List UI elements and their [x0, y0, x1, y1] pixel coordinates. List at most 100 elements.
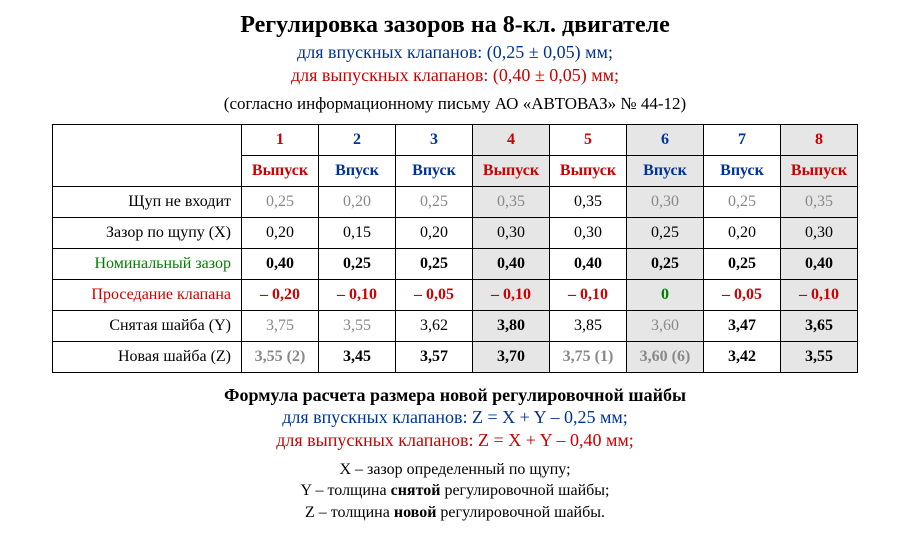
- col-number: 2: [319, 124, 396, 155]
- cell: 3,70: [473, 341, 550, 372]
- cell: 0,40: [781, 248, 858, 279]
- cell: 3,42: [704, 341, 781, 372]
- header-blank: [53, 124, 242, 155]
- cell: 3,47: [704, 310, 781, 341]
- cell: 3,75 (1): [550, 341, 627, 372]
- cell: 0,25: [396, 186, 473, 217]
- cell: 3,62: [396, 310, 473, 341]
- formula-title: Формула расчета размера новой регулирово…: [24, 385, 886, 406]
- col-type: Выпуск: [242, 155, 319, 186]
- cell: 0,15: [319, 217, 396, 248]
- table-body: 12345678ВыпускВпускВпускВыпускВыпускВпус…: [53, 124, 858, 372]
- def-y-post: регулировочной шайбы;: [440, 482, 609, 499]
- row-label: Новая шайба (Z): [53, 341, 242, 372]
- header-row-types: ВыпускВпускВпускВыпускВыпускВпускВпускВы…: [53, 155, 858, 186]
- def-z-bold: новой: [394, 504, 437, 521]
- col-type: Выпуск: [781, 155, 858, 186]
- cell: 0,30: [627, 186, 704, 217]
- header-row-numbers: 12345678: [53, 124, 858, 155]
- formula-intake: для впускных клапанов: Z = X + Y – 0,25 …: [24, 406, 886, 429]
- definitions: X – зазор определенный по щупу; Y – толщ…: [24, 459, 886, 524]
- col-number: 6: [627, 124, 704, 155]
- cell: – 0,10: [473, 279, 550, 310]
- cell: 0,40: [242, 248, 319, 279]
- cell: 3,60: [627, 310, 704, 341]
- source-note: (согласно информационному письму АО «АВТ…: [24, 94, 886, 114]
- cell: 3,55: [781, 341, 858, 372]
- col-number: 3: [396, 124, 473, 155]
- col-type: Выпуск: [550, 155, 627, 186]
- cell: 0,25: [396, 248, 473, 279]
- cell: – 0,05: [396, 279, 473, 310]
- cell: 3,55 (2): [242, 341, 319, 372]
- def-y-bold: снятой: [391, 482, 441, 499]
- cell: – 0,20: [242, 279, 319, 310]
- cell: 0,30: [550, 217, 627, 248]
- cell: 0,30: [781, 217, 858, 248]
- cell: – 0,10: [781, 279, 858, 310]
- cell: 0,35: [781, 186, 858, 217]
- table-row: Снятая шайба (Y)3,753,553,623,803,853,60…: [53, 310, 858, 341]
- table-row: Зазор по щупу (X)0,200,150,200,300,300,2…: [53, 217, 858, 248]
- row-label: Щуп не входит: [53, 186, 242, 217]
- cell: – 0,05: [704, 279, 781, 310]
- clearance-table: 12345678ВыпускВпускВпускВыпускВыпускВпус…: [52, 124, 858, 373]
- document-page: Регулировка зазоров на 8-кл. двигателе д…: [0, 0, 910, 540]
- col-number: 1: [242, 124, 319, 155]
- subtitle-exhaust: для выпускных клапанов: (0,40 ± 0,05) мм…: [24, 64, 886, 87]
- col-type: Впуск: [627, 155, 704, 186]
- def-y: Y – толщина снятой регулировочной шайбы;: [24, 480, 886, 502]
- cell: 0,20: [704, 217, 781, 248]
- row-label: Снятая шайба (Y): [53, 310, 242, 341]
- col-type: Впуск: [396, 155, 473, 186]
- table-row: Щуп не входит0,250,200,250,350,350,300,2…: [53, 186, 858, 217]
- row-label: Номинальный зазор: [53, 248, 242, 279]
- cell: 0,25: [319, 248, 396, 279]
- formula-exhaust: для выпускных клапанов: Z = X + Y – 0,40…: [24, 429, 886, 452]
- cell: 0: [627, 279, 704, 310]
- subtitle-intake: для впускных клапанов: (0,25 ± 0,05) мм;: [24, 41, 886, 64]
- col-number: 8: [781, 124, 858, 155]
- header-blank: [53, 155, 242, 186]
- col-number: 4: [473, 124, 550, 155]
- cell: 0,25: [704, 248, 781, 279]
- cell: 3,75: [242, 310, 319, 341]
- cell: 3,55: [319, 310, 396, 341]
- cell: 0,35: [473, 186, 550, 217]
- cell: 0,25: [242, 186, 319, 217]
- cell: 0,20: [319, 186, 396, 217]
- row-label: Проседание клапана: [53, 279, 242, 310]
- cell: 3,65: [781, 310, 858, 341]
- col-type: Впуск: [704, 155, 781, 186]
- table-row: Номинальный зазор0,400,250,250,400,400,2…: [53, 248, 858, 279]
- cell: 0,30: [473, 217, 550, 248]
- cell: 3,60 (6): [627, 341, 704, 372]
- cell: 3,85: [550, 310, 627, 341]
- def-z-pre: Z – толщина: [305, 504, 394, 521]
- col-number: 5: [550, 124, 627, 155]
- col-type: Впуск: [319, 155, 396, 186]
- cell: 0,25: [627, 217, 704, 248]
- def-z-post: регулировочной шайбы.: [436, 504, 605, 521]
- cell: 0,20: [396, 217, 473, 248]
- cell: 0,25: [704, 186, 781, 217]
- col-number: 7: [704, 124, 781, 155]
- page-title: Регулировка зазоров на 8-кл. двигателе: [24, 12, 886, 39]
- cell: – 0,10: [550, 279, 627, 310]
- def-y-pre: Y – толщина: [301, 482, 391, 499]
- cell: 0,40: [550, 248, 627, 279]
- cell: 3,45: [319, 341, 396, 372]
- col-type: Выпуск: [473, 155, 550, 186]
- cell: – 0,10: [319, 279, 396, 310]
- cell: 0,25: [627, 248, 704, 279]
- row-label: Зазор по щупу (X): [53, 217, 242, 248]
- def-z: Z – толщина новой регулировочной шайбы.: [24, 502, 886, 524]
- cell: 0,35: [550, 186, 627, 217]
- table-row: Проседание клапана– 0,20– 0,10– 0,05– 0,…: [53, 279, 858, 310]
- def-x: X – зазор определенный по щупу;: [24, 459, 886, 481]
- cell: 3,57: [396, 341, 473, 372]
- table-row: Новая шайба (Z)3,55 (2)3,453,573,703,75 …: [53, 341, 858, 372]
- cell: 0,20: [242, 217, 319, 248]
- cell: 3,80: [473, 310, 550, 341]
- cell: 0,40: [473, 248, 550, 279]
